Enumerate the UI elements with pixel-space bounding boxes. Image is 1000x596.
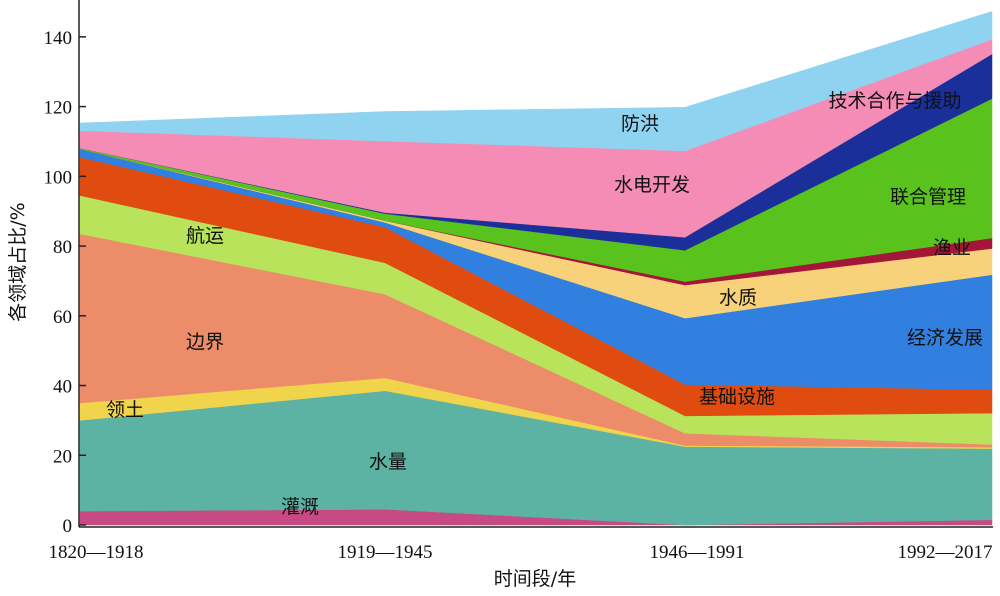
y-tick-label: 140	[44, 28, 73, 49]
series-label: 技术合作与援助	[828, 90, 961, 112]
x-axis-label: 时间段/年	[494, 568, 576, 590]
series-label: 联合管理	[890, 186, 966, 208]
series-label: 水量	[369, 451, 407, 473]
y-tick-label: 40	[53, 377, 72, 398]
x-tick-label: 1919—1945	[338, 542, 433, 563]
x-tick-label: 1992—2017	[898, 542, 993, 563]
series-label: 防洪	[621, 113, 659, 135]
y-tick-label: 120	[44, 98, 73, 119]
series-label: 基础设施	[699, 386, 775, 408]
y-tick-label: 80	[53, 237, 72, 258]
y-ticks: 0 20 40 60 80 100 120 140	[44, 28, 86, 537]
area-13	[79, 11, 993, 152]
series-label: 渔业	[933, 237, 971, 259]
y-tick-label: 100	[44, 167, 73, 188]
x-ticks: 1820—1918 1919—1945 1946—1991 1992—2017	[49, 542, 993, 563]
x-tick-label: 1820—1918	[49, 542, 144, 563]
y-tick-label: 0	[63, 516, 73, 537]
series-label: 边界	[186, 331, 224, 353]
series-label: 灌溉	[281, 496, 319, 518]
y-tick-label: 60	[53, 307, 72, 328]
series-label: 经济发展	[907, 327, 983, 349]
y-tick-label: 20	[53, 446, 72, 467]
series-label: 领土	[106, 399, 144, 421]
series-label: 航运	[186, 225, 224, 247]
y-axis-label: 各领域占比/%	[7, 202, 29, 321]
x-tick-label: 1946—1991	[650, 542, 745, 563]
series-label: 水电开发	[614, 174, 690, 196]
area-layers	[79, 11, 993, 526]
series-label: 水质	[719, 287, 757, 309]
